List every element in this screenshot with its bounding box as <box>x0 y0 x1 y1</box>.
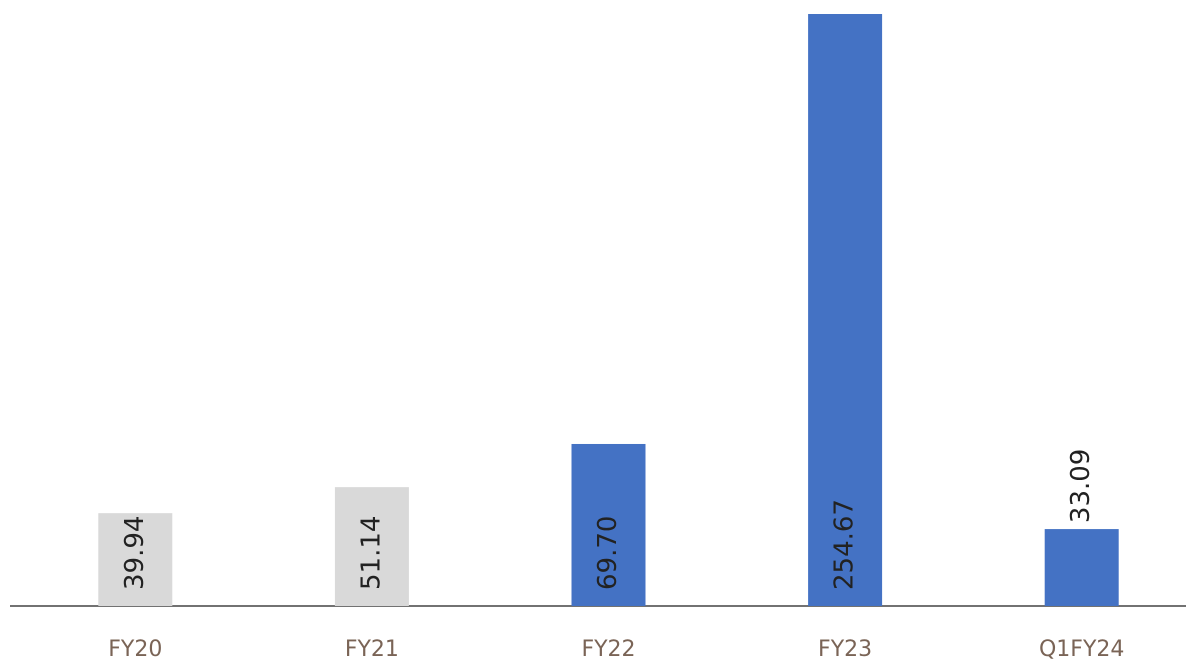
bar <box>334 487 409 606</box>
bar <box>808 14 883 606</box>
bar <box>1044 529 1119 606</box>
data-label: 254.67 <box>830 499 860 590</box>
bar <box>571 443 646 606</box>
bar <box>98 513 173 606</box>
data-label: 39.94 <box>120 516 150 590</box>
x-tick-label: FY22 <box>581 637 635 662</box>
x-tick-label: Q1FY24 <box>1039 637 1124 662</box>
data-label: 33.09 <box>1066 449 1096 523</box>
x-tick-label: FY20 <box>108 637 162 662</box>
data-label: 51.14 <box>356 516 386 590</box>
data-label: 69.70 <box>593 516 623 590</box>
x-tick-label: FY23 <box>818 637 872 662</box>
x-tick-label: FY21 <box>345 637 399 662</box>
